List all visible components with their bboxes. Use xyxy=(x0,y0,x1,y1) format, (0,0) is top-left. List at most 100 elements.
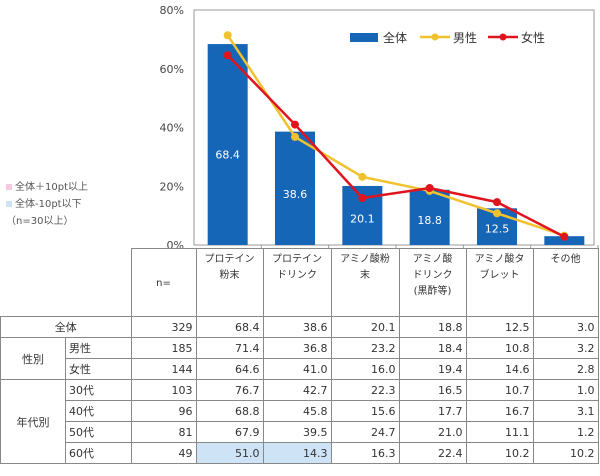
y-tick-label: 60% xyxy=(160,63,184,76)
table-cell: 51.0 xyxy=(195,442,264,464)
plot-area xyxy=(193,9,595,246)
column-header: アミノ酸 ドリンク (黒酢等) xyxy=(398,248,467,317)
table-cell: 329 xyxy=(130,316,197,338)
table-cell: 18.4 xyxy=(398,337,467,359)
note-low: 全体-10pt以下 xyxy=(6,195,82,210)
row-label: 40代 xyxy=(65,400,132,422)
bar-1 xyxy=(275,131,315,245)
table-cell: 17.7 xyxy=(398,400,467,422)
table-cell: 36.8 xyxy=(262,337,332,359)
table-row: 性別 男性 185 71.4 36.8 23.2 18.4 10.8 3.2 xyxy=(0,337,599,380)
table-cell: 12.5 xyxy=(465,316,534,338)
bar-label: 20.1 xyxy=(350,212,375,225)
table-row: 全体 329 68.4 38.6 20.1 18.8 12.5 3.0 xyxy=(0,316,599,338)
note-low-text: 全体-10pt以下 xyxy=(15,199,82,210)
table-cell: 11.1 xyxy=(465,421,534,443)
table-cell: 21.0 xyxy=(398,421,467,443)
table-cell: 42.7 xyxy=(262,379,332,401)
y-tick-label: 0% xyxy=(167,239,184,250)
table-cell: 1.0 xyxy=(532,379,599,401)
table-cell: 76.7 xyxy=(195,379,264,401)
line-point xyxy=(358,194,367,202)
table-cell: 19.4 xyxy=(398,358,467,380)
table-cell: 144 xyxy=(130,358,197,380)
table-cell: 3.1 xyxy=(532,400,599,422)
line-point xyxy=(291,120,299,129)
blank xyxy=(1,249,66,317)
legend-marker xyxy=(499,33,507,41)
row-label: 50代 xyxy=(65,421,132,443)
table-cell: 16.7 xyxy=(465,400,534,422)
table-cell: 3.0 xyxy=(532,316,599,338)
bar-label: 38.6 xyxy=(283,188,308,201)
chart: 0% 20% 40% 60% 80% 68.4 38.6 20.1 18.8 12.5 全体 男性 女性 xyxy=(160,4,599,250)
bar-label: 18.8 xyxy=(417,214,442,227)
line-女性 xyxy=(226,54,565,238)
line-point xyxy=(560,232,569,241)
legend-label: 女性 xyxy=(521,30,545,45)
table-cell: 96 xyxy=(130,400,197,422)
table-cell: 14.3 xyxy=(262,442,332,464)
note-high-text: 全体＋10pt以上 xyxy=(15,182,88,193)
row-label: 全体 xyxy=(0,316,132,338)
line-point xyxy=(358,172,367,181)
line-男性 xyxy=(226,34,565,237)
table-cell: 16.3 xyxy=(330,442,400,464)
table-row: 60代 49 51.0 14.3 16.3 22.4 10.2 10.2 xyxy=(1,442,599,464)
table-cell: 3.2 xyxy=(532,337,599,359)
row-label: 60代 xyxy=(65,442,132,464)
table-cell: 22.3 xyxy=(330,379,400,401)
line-point xyxy=(493,198,501,207)
table-cell: 16.5 xyxy=(398,379,467,401)
note-condition: （n=30以上） xyxy=(6,216,74,227)
data-table: n= プロテイン 粉末 プロテイン ドリンク アミノ酸粉末アミノ酸 ドリンク (黒酢等) アミノ… xyxy=(0,248,599,464)
table-cell: 24.7 xyxy=(330,421,400,443)
row-group: 性別 xyxy=(0,337,66,380)
table-cell: 41.0 xyxy=(262,358,332,380)
table-cell: 15.6 xyxy=(330,400,400,422)
line-point xyxy=(425,184,434,193)
table-cell: 22.4 xyxy=(398,442,467,464)
line-point xyxy=(223,51,232,60)
legend-marker xyxy=(431,33,439,41)
table-cell: 185 xyxy=(130,337,197,359)
table-cell: 2.8 xyxy=(532,358,599,380)
table-cell: 45.8 xyxy=(262,400,332,422)
table-row: 50代 81 67.9 39.5 24.7 21.0 11.1 1.2 xyxy=(1,421,599,443)
table-cell: 16.0 xyxy=(330,358,400,380)
table-cell: 10.8 xyxy=(465,337,534,359)
column-header: プロテイン 粉末 xyxy=(195,248,264,317)
table-cell: 20.1 xyxy=(330,316,400,338)
row-group: 年代別 xyxy=(0,379,66,464)
table-cell: 39.5 xyxy=(262,421,332,443)
y-tick-label: 20% xyxy=(160,180,184,193)
table-cell: 49 xyxy=(130,442,197,464)
blank xyxy=(66,249,132,317)
bar-0 xyxy=(207,44,248,246)
table-cell: 103 xyxy=(130,379,197,401)
table-cell: 10.7 xyxy=(465,379,534,401)
row-label: 30代 xyxy=(65,379,132,401)
table-row: 女性 144 64.6 41.0 16.0 19.4 14.6 2.8 xyxy=(1,358,599,380)
table-cell: 18.8 xyxy=(398,316,467,338)
line-point xyxy=(291,132,299,141)
legend-label: 全体 xyxy=(383,30,407,45)
column-header: その他 xyxy=(532,248,599,317)
low-swatch xyxy=(6,201,12,207)
column-header: アミノ酸タ ブレット xyxy=(465,248,534,317)
y-tick-label: 40% xyxy=(160,122,184,135)
bar-label: 68.4 xyxy=(215,149,240,162)
note-high: 全体＋10pt以上 xyxy=(6,178,88,193)
high-swatch xyxy=(6,184,12,190)
legend-label: 男性 xyxy=(453,31,477,45)
y-tick-label: 80% xyxy=(160,4,184,17)
table-row: 40代 96 68.8 45.8 15.6 17.7 16.7 3.1 xyxy=(1,400,599,422)
table-cell: 81 xyxy=(130,421,197,443)
table-cell: 71.4 xyxy=(195,337,264,359)
table-cell: 23.2 xyxy=(330,337,400,359)
column-header: アミノ酸粉末 xyxy=(330,248,400,317)
table-cell: 10.2 xyxy=(532,442,599,464)
table-cell: 14.6 xyxy=(465,358,534,380)
row-label: 男性 xyxy=(65,337,132,359)
line-point xyxy=(493,209,501,218)
